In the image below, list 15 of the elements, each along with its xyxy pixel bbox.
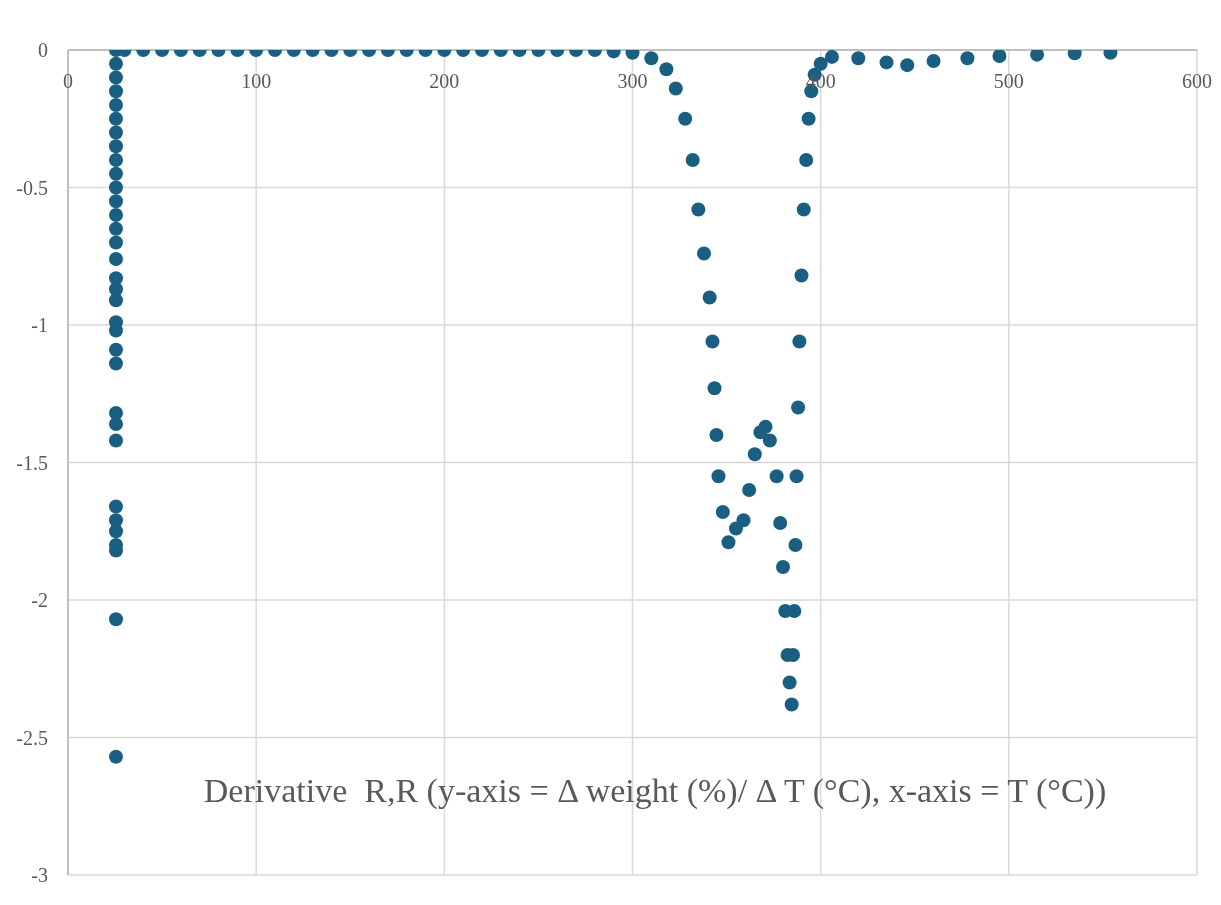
y-tick-label: -2.5 — [16, 726, 48, 749]
x-tick-label: 200 — [429, 70, 460, 92]
x-tick-label: 300 — [617, 70, 648, 92]
x-tick-label: 400 — [805, 70, 836, 92]
x-tick-label: 0 — [63, 70, 73, 92]
x-tick-label: 500 — [993, 70, 1024, 92]
y-tick-label: -0.5 — [16, 176, 48, 199]
y-tick-label: -3 — [31, 864, 48, 887]
x-tick-label: 600 — [1182, 70, 1212, 92]
y-tick-label: -1.5 — [16, 451, 48, 474]
text: Derivative R,R (y-axis = Δ weight (%)/ Δ T (°C), x-axis = T (°C)) — [202, 771, 1108, 811]
x-tick-label: 100 — [241, 70, 272, 92]
y-tick-label: -2 — [31, 589, 48, 612]
y-tick-label: -1 — [31, 314, 48, 337]
y-tick-label: 0 — [38, 39, 48, 62]
